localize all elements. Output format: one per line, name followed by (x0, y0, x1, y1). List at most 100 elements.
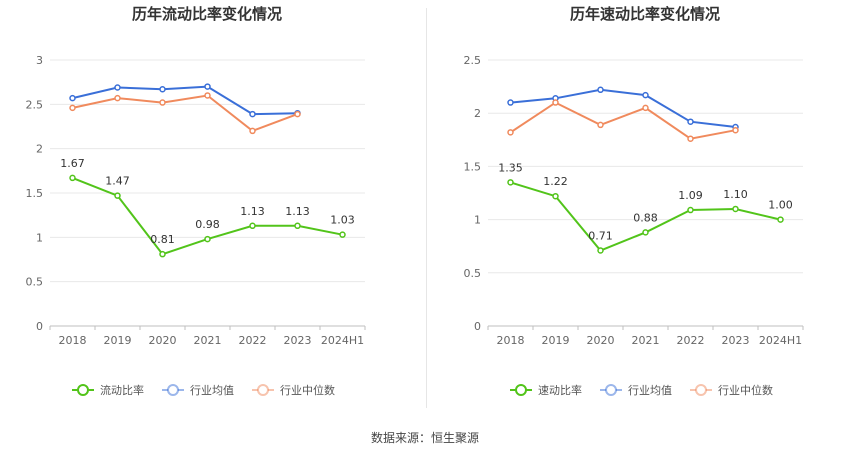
y-tick-label: 1 (36, 231, 43, 244)
x-tick-label: 2018 (497, 334, 525, 347)
chart-title: 历年流动比率变化情况 (132, 5, 282, 23)
x-tick-label: 2023 (284, 334, 312, 347)
data-point-industry-average (597, 86, 604, 94)
y-tick-label: 2 (36, 143, 43, 156)
legend-marker-icon (515, 384, 527, 396)
data-point-main (339, 231, 346, 238)
data-point-industry-average (69, 94, 76, 102)
data-label: 1.35 (498, 161, 523, 174)
y-tick-label: 3 (36, 54, 43, 67)
legend-marker-icon (167, 384, 179, 396)
data-point-main (159, 250, 166, 258)
data-point-industry-median (687, 135, 694, 142)
y-tick-label: 0 (36, 320, 43, 333)
y-tick-label: 2 (474, 107, 481, 120)
data-label: 1.03 (330, 214, 355, 227)
data-label: 0.81 (150, 233, 175, 246)
current-ratio-chart: 历年流动比率变化情况 0 0.5 1 1.5 2 2.5 3 2018 2019 2020 2021 2… (26, 5, 366, 397)
series-line-industry-average (72, 85, 298, 116)
data-point-industry-average (159, 86, 166, 93)
chart-panel-current-ratio: 历年流动比率变化情况 0 0.5 1 1.5 2 2.5 3 2018 2019 2020 2021 2… (0, 0, 425, 420)
data-point-main (114, 192, 121, 199)
data-point-industry-median (114, 94, 121, 102)
x-tick-label: 2023 (722, 334, 750, 347)
data-point-industry-average (642, 91, 649, 99)
quick-ratio-chart: 历年速动比率变化情况 0 0.5 1 1.5 2 2.5 2018 2019 2020 2021 20… (464, 5, 804, 397)
data-point-industry-average (204, 83, 211, 90)
data-point-main (507, 179, 514, 186)
legend-label: 行业中位数 (280, 383, 335, 397)
data-point-main (597, 247, 604, 254)
y-tick-label: 1 (474, 214, 481, 227)
data-label: 1.13 (285, 205, 310, 218)
y-tick-label: 0 (474, 320, 481, 333)
series-line-industry-median (509, 101, 736, 140)
y-tick-label: 0.5 (464, 267, 482, 280)
data-label: 1.67 (60, 157, 85, 170)
data-label: 1.22 (543, 175, 568, 188)
x-tick-label: 2019 (542, 334, 570, 347)
x-tick-label: 2021 (194, 334, 222, 347)
x-tick-label: 2024H1 (759, 334, 802, 347)
data-point-industry-median (597, 121, 604, 129)
y-tick-label: 0.5 (26, 276, 44, 289)
data-point-industry-average (249, 110, 256, 118)
data-label: 0.88 (633, 211, 658, 224)
data-label: 1.00 (768, 199, 793, 212)
data-point-industry-median (204, 92, 211, 99)
data-point-main (69, 174, 76, 182)
data-point-main (249, 222, 256, 230)
y-tick-label: 2.5 (464, 54, 482, 67)
data-label: 1.13 (240, 205, 265, 218)
data-point-main (552, 192, 559, 200)
data-point-industry-median (249, 127, 256, 135)
legend-marker-icon (605, 384, 617, 396)
x-tick-label: 2018 (59, 334, 87, 347)
x-tick-label: 2021 (632, 334, 660, 347)
legend-label: 行业中位数 (718, 383, 773, 397)
legend-marker-icon (257, 384, 269, 396)
data-point-industry-median (159, 99, 166, 106)
legend-label: 流动比率 (100, 383, 144, 397)
data-label: 0.98 (195, 218, 220, 231)
legend-label: 行业均值 (628, 384, 672, 397)
y-tick-label: 2.5 (26, 98, 44, 111)
data-point-main (642, 229, 649, 236)
x-tick-label: 2020 (149, 334, 177, 347)
data-label: 1.10 (723, 188, 748, 201)
x-tick-label: 2022 (239, 334, 267, 347)
data-point-main (777, 216, 784, 223)
x-tick-label: 2019 (104, 334, 132, 347)
panel-divider (426, 8, 427, 408)
y-tick-label: 1.5 (464, 160, 482, 173)
data-point-industry-median (69, 104, 76, 112)
chart-panel-quick-ratio: 历年速动比率变化情况 0 0.5 1 1.5 2 2.5 2018 2019 2020 2021 20… (425, 0, 850, 420)
data-label: 1.09 (678, 189, 703, 202)
x-tick-label: 2022 (677, 334, 705, 347)
data-point-main (732, 205, 739, 213)
data-point-industry-average (507, 99, 514, 106)
series-line-industry-median (72, 94, 298, 133)
data-point-industry-average (687, 118, 694, 125)
data-point-main (204, 235, 211, 243)
y-tick-label: 1.5 (26, 187, 44, 200)
legend-marker-icon (695, 384, 707, 396)
data-label: 0.71 (588, 229, 613, 242)
series-line-industry-average (510, 88, 736, 128)
data-point-industry-average (114, 84, 121, 91)
data-point-main (294, 222, 301, 230)
data-source-note: 数据来源：恒生聚源 (370, 431, 479, 445)
x-tick-label: 2024H1 (321, 334, 364, 347)
data-point-industry-median (507, 129, 514, 136)
data-point-industry-median (642, 104, 649, 112)
x-tick-label: 2020 (587, 334, 615, 347)
legend-marker-icon (77, 384, 89, 396)
legend-label: 速动比率 (538, 383, 582, 397)
chart-title: 历年速动比率变化情况 (570, 5, 720, 23)
data-point-industry-median (294, 110, 301, 118)
data-point-industry-median (552, 99, 559, 106)
data-label: 1.47 (105, 175, 130, 188)
data-point-main (687, 206, 694, 214)
legend-label: 行业均值 (190, 384, 234, 397)
data-point-industry-median (732, 126, 739, 134)
